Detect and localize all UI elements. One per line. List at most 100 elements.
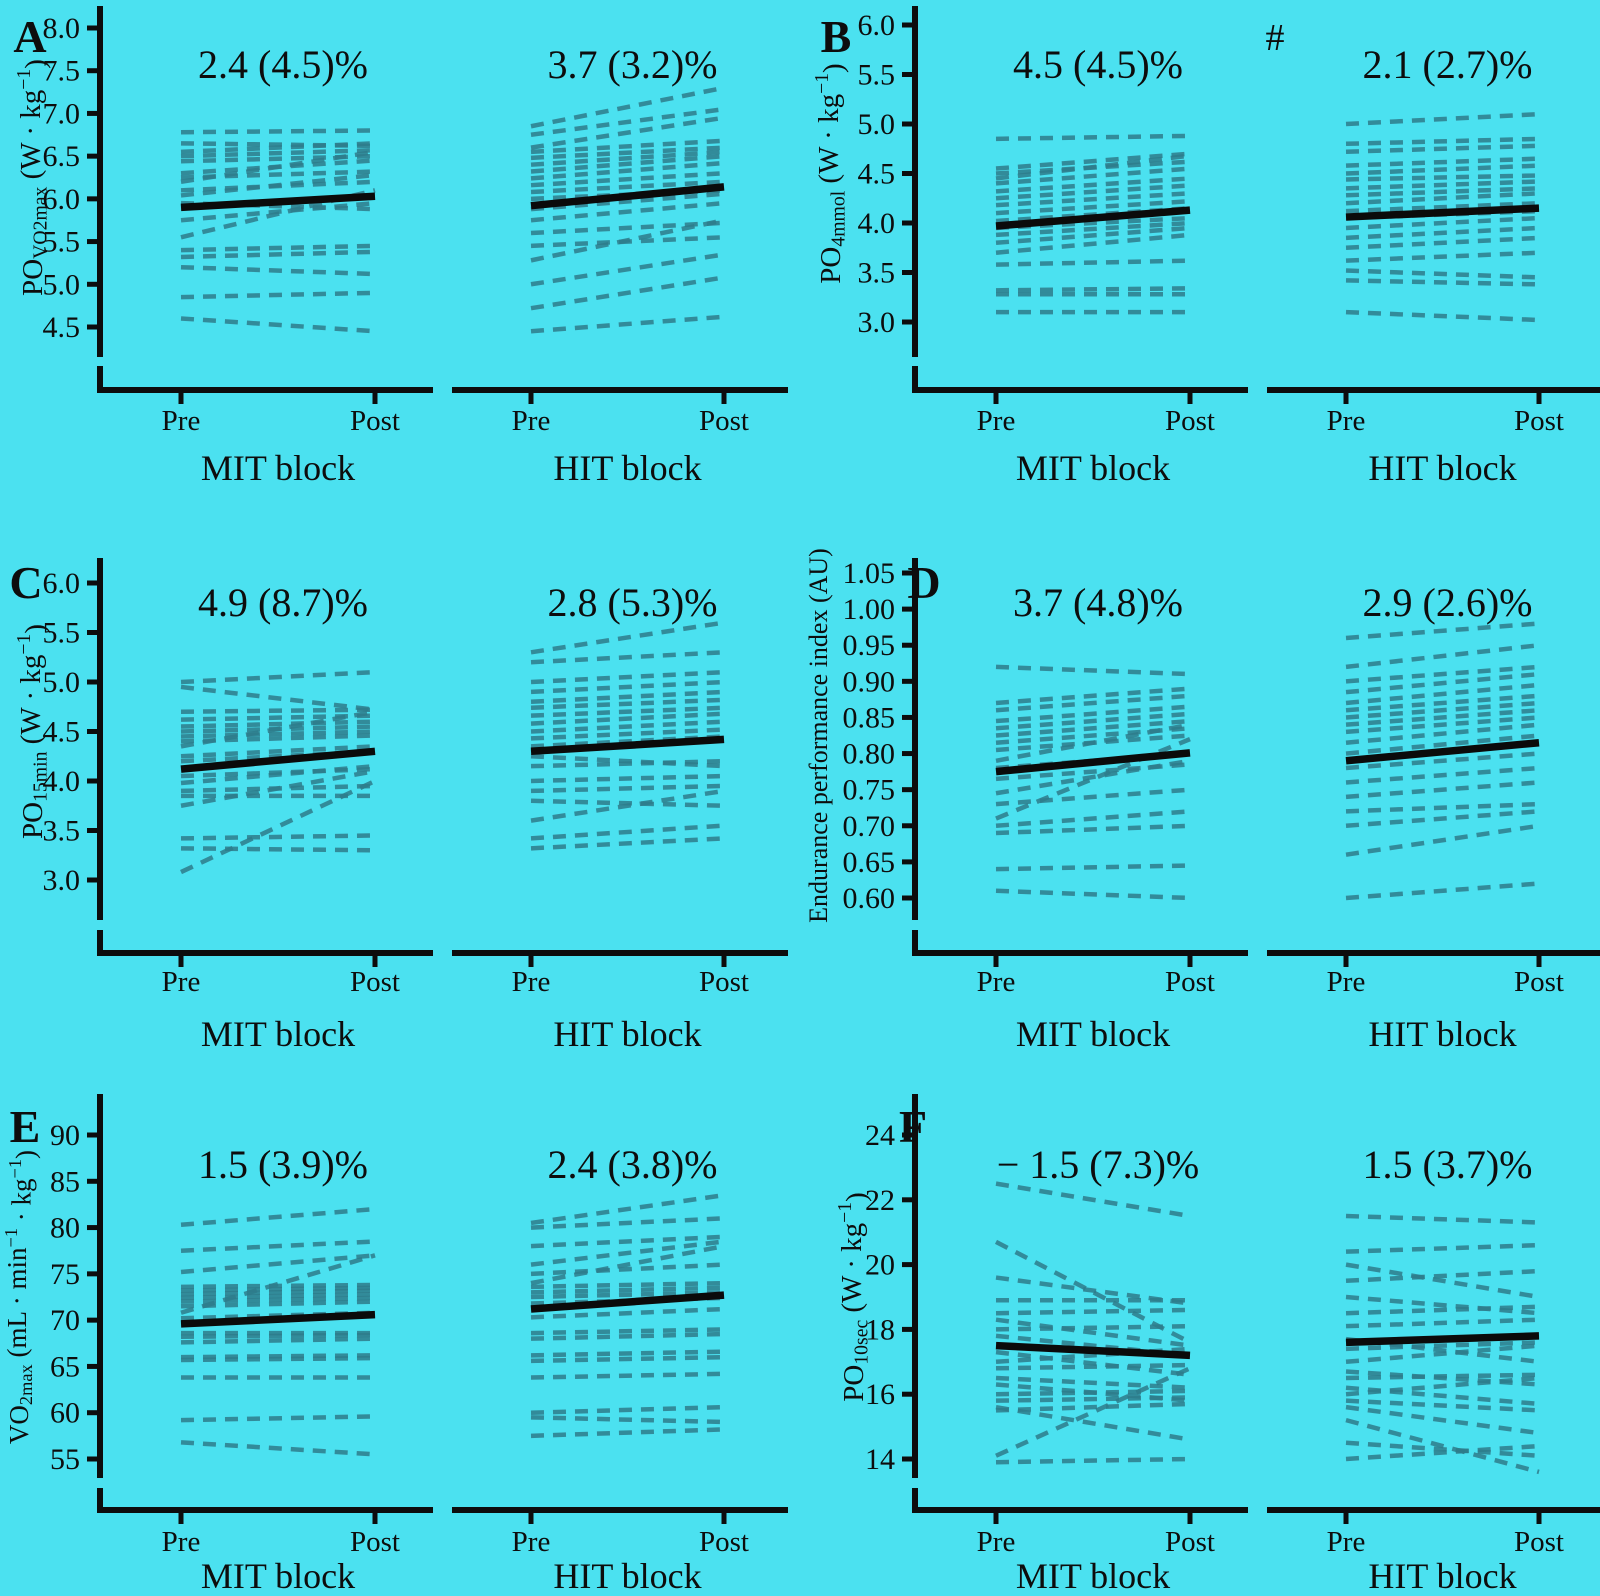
individual-line-hit [530,620,725,655]
individual-line-mit [180,846,376,853]
panel-A-chart: 8.0 7.5 7.0 6.5 6.0 5.5 5.0 4.5 Pre Post Pre Post MI… [13,6,788,488]
x-label-hit-pre: Pre [512,405,551,437]
individual-line-hit [530,1404,725,1415]
individual-line-mit [180,713,376,722]
individual-line-hit [530,1306,725,1320]
block-label-hit: HIT block [553,1014,701,1054]
individual-line-hit [530,220,725,236]
individual-line-hit [1345,765,1540,785]
mean-line-hit [530,735,725,756]
individual-line-mit [180,1239,376,1253]
individual-line-mit [995,1375,1191,1390]
y-tick-label: 0.90 [843,665,896,698]
individual-line-hit [1345,1398,1540,1413]
individual-line-hit [1345,191,1540,206]
block-label-mit: MIT block [1016,1014,1170,1054]
individual-line-mit [995,166,1191,186]
individual-line-hit [1345,1443,1540,1462]
annotation-mit: 3.7 (4.8)% [1013,580,1183,625]
individual-line-hit [1345,1294,1540,1316]
y-tick-label: 6.0 [43,183,81,216]
individual-line-mit [180,147,376,159]
y-tick-label: 0.80 [843,738,896,771]
individual-line-hit [530,788,725,823]
individual-line-mit [995,1307,1191,1316]
block-label-mit: MIT block [1016,448,1170,488]
annotation-hit: 1.5 (3.7)% [1363,1142,1533,1187]
individual-line-mit [995,1349,1191,1377]
individual-line-hit [530,697,725,710]
x-label-hit-pre: Pre [1327,966,1366,998]
individual-line-hit [1345,780,1540,800]
annotation-hit: 2.1 (2.7)% [1363,42,1533,87]
individual-line-mit [180,669,376,685]
individual-line-mit [180,1336,376,1345]
annotation-hit: 3.7 (3.2)% [548,42,718,87]
annotation-mit: 1.5 (3.9)% [198,1142,368,1187]
individual-line-hit [530,1290,725,1300]
panel-F: 24 22 20 18 16 14 Pre Post Pre Post MIT block HIT b… [800,1064,1600,1596]
mean-line-hit [1345,1332,1540,1347]
y-tick-label: 5.5 [43,617,81,650]
individual-line-hit [1345,156,1540,168]
individual-line-mit [180,684,376,712]
individual-line-hit [1345,309,1540,323]
individual-line-mit [995,286,1191,293]
y-tick-label: 1.00 [843,593,896,626]
individual-line-hit [1345,111,1540,127]
block-label-hit: HIT block [1368,1014,1516,1054]
x-label-hit-post: Post [1514,405,1564,437]
y-tick-label: 75 [50,1258,80,1291]
mean-line-hit [530,1291,725,1313]
y-tick-label: 5.0 [43,268,81,301]
individual-line-hit [1345,642,1540,670]
x-label-mit-post: Post [350,1526,400,1558]
y-tick-label: 18 [865,1313,895,1346]
y-tick-label: 4.0 [43,765,81,798]
panel-D: 1.05 1.00 0.95 0.90 0.85 0.80 0.75 0.70 0.65 0.60… [800,532,1600,1064]
individual-line-mit [180,1288,376,1297]
y-tick-label: 16 [865,1378,895,1411]
individual-line-mit [995,153,1191,181]
annotation-hit: 2.4 (3.8)% [548,1142,718,1187]
individual-line-hit [1345,1375,1540,1397]
block-label-mit: MIT block [201,448,355,488]
individual-line-mit [180,719,376,729]
individual-line-hit [1345,225,1540,241]
individual-line-hit [530,1349,725,1358]
x-label-mit-pre: Pre [977,1526,1016,1558]
x-axis-mit [97,366,433,393]
individual-line-hit [1345,136,1540,147]
x-label-mit-pre: Pre [162,1526,201,1558]
x-label-mit-post: Post [350,966,400,998]
mean-line-hit [530,183,725,210]
individual-line-mit [180,290,376,300]
individual-line-hit [530,1327,725,1336]
individual-line-mit [995,823,1191,836]
individual-line-mit [995,787,1191,807]
y-tick-label: 3.5 [43,815,81,848]
annotation-mit: 4.9 (8.7)% [198,580,368,625]
individual-line-hit [1345,621,1540,641]
individual-line-hit [1345,1404,1540,1436]
individual-line-mit [995,888,1191,901]
y-tick-label: 22 [865,1184,895,1217]
y-tick-label: 7.5 [43,55,81,88]
individual-line-mit [995,1366,1191,1458]
individual-line-hit [1345,801,1540,814]
individual-line-mit [995,151,1191,171]
y-tick-label: 1.05 [843,557,896,590]
y-tick-label: 5.5 [43,226,81,259]
y-tick-label: 8.0 [43,12,81,45]
x-axis-mit [912,1488,1248,1513]
individual-line-hit [1345,881,1540,901]
x-label-mit-post: Post [1165,405,1215,437]
individual-line-mit [995,1388,1191,1397]
panel-A: 8.0 7.5 7.0 6.5 6.0 5.5 5.0 4.5 Pre Post Pre Post MI… [0,0,800,532]
individual-line-hit [1345,173,1540,182]
y-tick-label: 24 [865,1119,895,1152]
mean-line-mit [180,747,376,773]
y-tick-label: 0.60 [843,882,896,915]
individual-line-mit [180,1353,376,1360]
y-tick-label: 3.0 [43,864,81,897]
